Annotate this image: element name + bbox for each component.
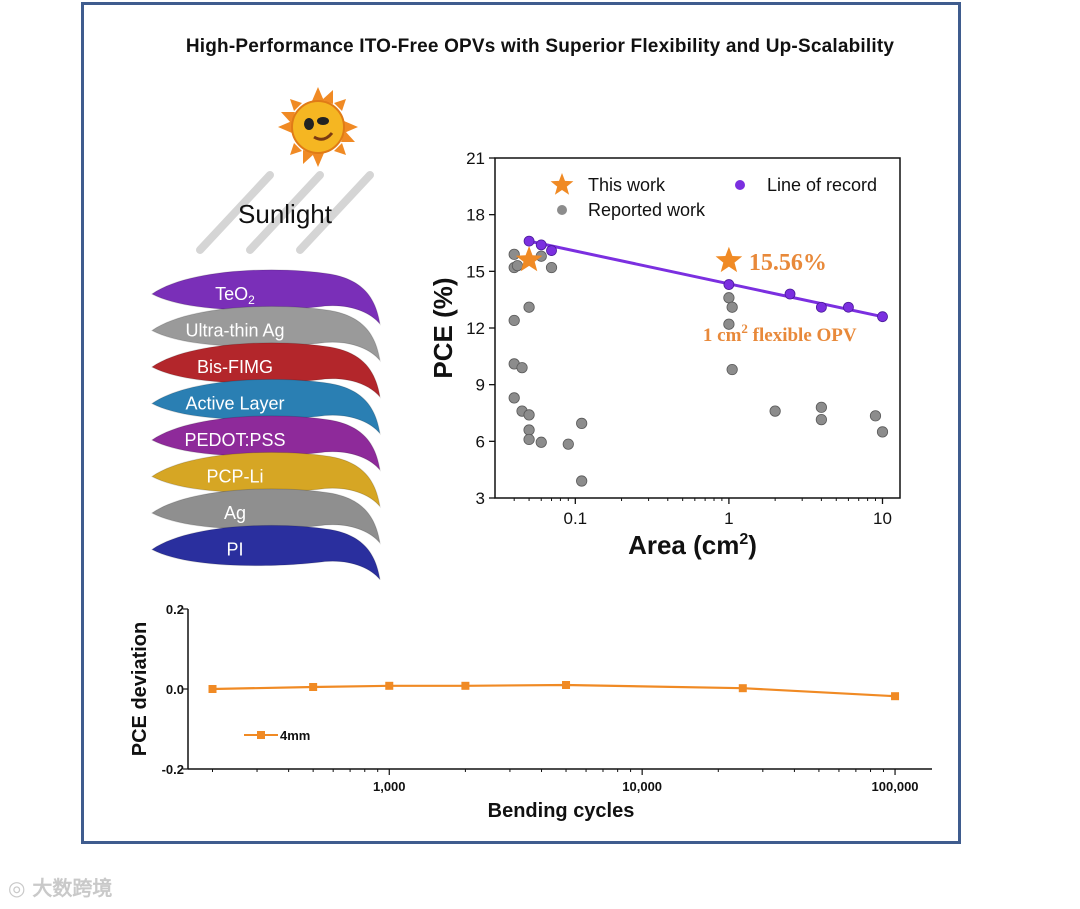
watermark: ◎ 大数跨境 <box>8 872 112 901</box>
reported-point <box>508 392 520 404</box>
reported-point <box>876 426 889 438</box>
y-tick-label: -0.2 <box>162 762 184 777</box>
layer-ultra-thin-ag: Ultra-thin Ag <box>151 305 381 363</box>
legend-line-of-record: Line of record <box>767 175 877 195</box>
legend-record-icon <box>735 180 745 190</box>
legend-marker-icon <box>257 731 265 739</box>
y-tick-label: 21 <box>466 149 485 168</box>
record-point <box>877 311 888 323</box>
layer-label: TeO2 <box>215 284 255 307</box>
reported-point <box>523 301 535 313</box>
series-marker <box>309 683 318 691</box>
annotation-value: 15.56% <box>749 250 827 276</box>
y-tick-label: 12 <box>466 319 485 338</box>
figure-frame <box>81 2 961 844</box>
sun-icon <box>278 87 358 167</box>
legend-reported-work: Reported work <box>588 200 706 220</box>
record-point <box>535 239 547 251</box>
x-tick-label: 10,000 <box>622 779 662 794</box>
layer-label: Active Layer <box>185 394 284 414</box>
reported-point <box>869 410 882 422</box>
series-marker <box>891 692 900 701</box>
reported-point <box>508 248 520 260</box>
sunlight-rays <box>196 171 374 254</box>
reported-point <box>726 301 738 313</box>
reported-point <box>523 424 535 436</box>
reported-point <box>508 314 520 327</box>
layer-label: Ag <box>224 503 246 523</box>
y-tick-label: 18 <box>466 206 485 225</box>
layer-label: PCP-Li <box>206 467 263 487</box>
this-work-star <box>515 246 543 272</box>
series-marker <box>562 681 571 689</box>
x-tick-label: 100,000 <box>872 779 919 794</box>
layer-stack: TeO2 Ultra-thin Ag Bis-FIMG Active Layer PED… <box>151 269 381 580</box>
layer-pi: PI <box>151 524 381 580</box>
reported-point <box>545 261 558 274</box>
reported-point <box>723 318 735 330</box>
figure-title: High-Performance ITO-Free OPVs with Supe… <box>185 36 895 57</box>
pce-area-chart: 3 6 9 12 15 18 21 0.1 1 10 Area (cm2) PCE (%) This … <box>428 149 901 560</box>
layer-label: PI <box>226 540 243 560</box>
series-marker <box>385 681 394 690</box>
record-point <box>784 288 796 300</box>
y-tick-label: 9 <box>476 376 485 395</box>
layer-teo2: TeO2 <box>151 269 381 326</box>
layer-label: PEDOT:PSS <box>184 430 285 450</box>
legend-4mm: 4mm <box>280 728 310 743</box>
x-axis-label: Area (cm2) <box>628 530 757 560</box>
reported-point <box>815 401 827 413</box>
legend-reported-icon <box>557 205 567 215</box>
sunlight-label: Sunlight <box>238 199 333 229</box>
y-tick-label: 15 <box>466 262 485 281</box>
reported-point <box>576 475 588 487</box>
record-point <box>723 279 735 290</box>
layer-pedot-pss: PEDOT:PSS <box>151 415 381 472</box>
watermark-logo-icon: ◎ <box>8 876 33 900</box>
reported-point <box>562 438 574 450</box>
annotation-caption: 1 cm2 flexible OPV <box>703 321 857 346</box>
reported-point <box>576 417 588 429</box>
device-illustration: Sunlight TeO2 Ultra-thin Ag Bis-FIMG Active… <box>151 87 381 580</box>
reported-point <box>516 362 528 374</box>
y-tick-label: 0.0 <box>166 682 184 697</box>
record-line <box>528 239 883 319</box>
y-tick-label: 6 <box>476 432 485 451</box>
x-tick-label: 1 <box>724 509 733 528</box>
record-point <box>523 235 535 247</box>
series-marker <box>461 681 470 690</box>
layer-label: Bis-FIMG <box>197 357 273 377</box>
layer-active-layer: Active Layer <box>151 378 381 436</box>
y-axis-label: PCE deviation <box>129 622 151 756</box>
reported-point <box>535 436 547 448</box>
x-tick-label: 0.1 <box>563 509 587 528</box>
reported-point <box>815 414 827 426</box>
y-tick-label: 3 <box>476 489 485 508</box>
x-axis-label: Bending cycles <box>488 800 635 822</box>
reported-point <box>523 433 535 446</box>
reported-point <box>723 292 735 304</box>
legend-this-work: This work <box>588 175 666 195</box>
x-tick-label: 1,000 <box>373 779 406 794</box>
bending-chart: -0.2 0.0 0.2 1,000 10,000 100,000 Bending cycl… <box>129 602 932 822</box>
reported-point <box>769 405 781 417</box>
watermark-text: 大数跨境 <box>32 876 113 900</box>
y-axis-label: PCE (%) <box>428 277 458 378</box>
layer-label: Ultra-thin Ag <box>185 321 284 341</box>
layer-pcp-li: PCP-Li <box>151 451 381 509</box>
reported-point <box>511 260 524 272</box>
series-marker <box>208 685 217 693</box>
series-marker <box>738 684 747 693</box>
record-point <box>546 245 557 256</box>
reported-point <box>726 363 738 376</box>
y-tick-label: 0.2 <box>166 602 184 617</box>
x-tick-label: 10 <box>873 509 892 528</box>
this-work-star <box>715 246 743 273</box>
reported-point <box>523 409 535 421</box>
record-point <box>843 301 854 313</box>
record-point <box>815 301 827 313</box>
legend-star-icon <box>550 173 574 195</box>
